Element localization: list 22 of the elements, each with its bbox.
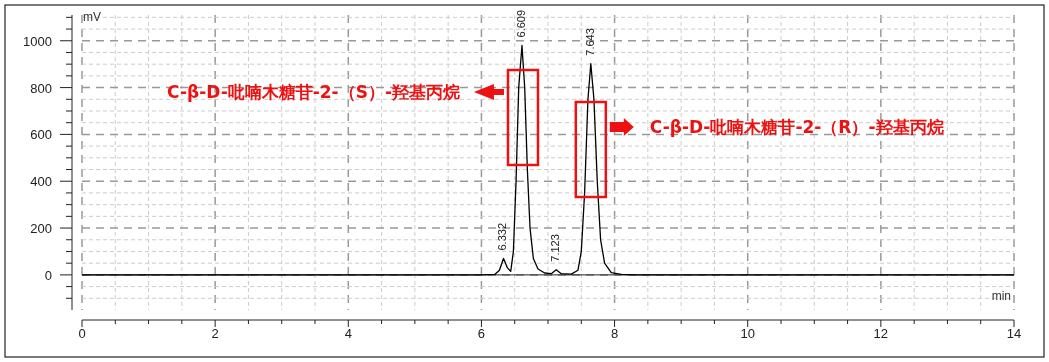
y-tick-label: 1000 (23, 33, 52, 49)
annotation: 6.609 (514, 9, 527, 38)
y-tick-label: 0 (44, 267, 52, 283)
x-tick-label: 2 (211, 326, 219, 341)
y-tick-label: 400 (30, 174, 52, 190)
x-tick-label: 14 (1006, 326, 1022, 341)
y-tick-label: 800 (30, 80, 52, 96)
annotation: 6.332 (496, 222, 509, 251)
x-tick-label: 8 (610, 326, 619, 341)
y-axis-title: mV (83, 10, 101, 24)
x-axis-title: min (991, 289, 1011, 303)
x-tick-label: 4 (344, 326, 352, 341)
x-tick-label: 0 (78, 326, 86, 341)
annotation: C-β-D-吡喃木糖苷-2-（R）-羟基丙烷 (649, 117, 944, 137)
x-tick-label: 10 (740, 326, 755, 341)
annotation: C-β-D-吡喃木糖苷-2-（S）-羟基丙烷 (167, 82, 460, 102)
x-tick-label: 6 (477, 326, 486, 341)
x-tick-label: 12 (873, 326, 889, 341)
annotation: 7.643 (583, 28, 596, 56)
annotation: 7.123 (549, 234, 562, 262)
y-tick-label: 200 (30, 221, 52, 237)
y-tick-label: 600 (30, 127, 52, 143)
